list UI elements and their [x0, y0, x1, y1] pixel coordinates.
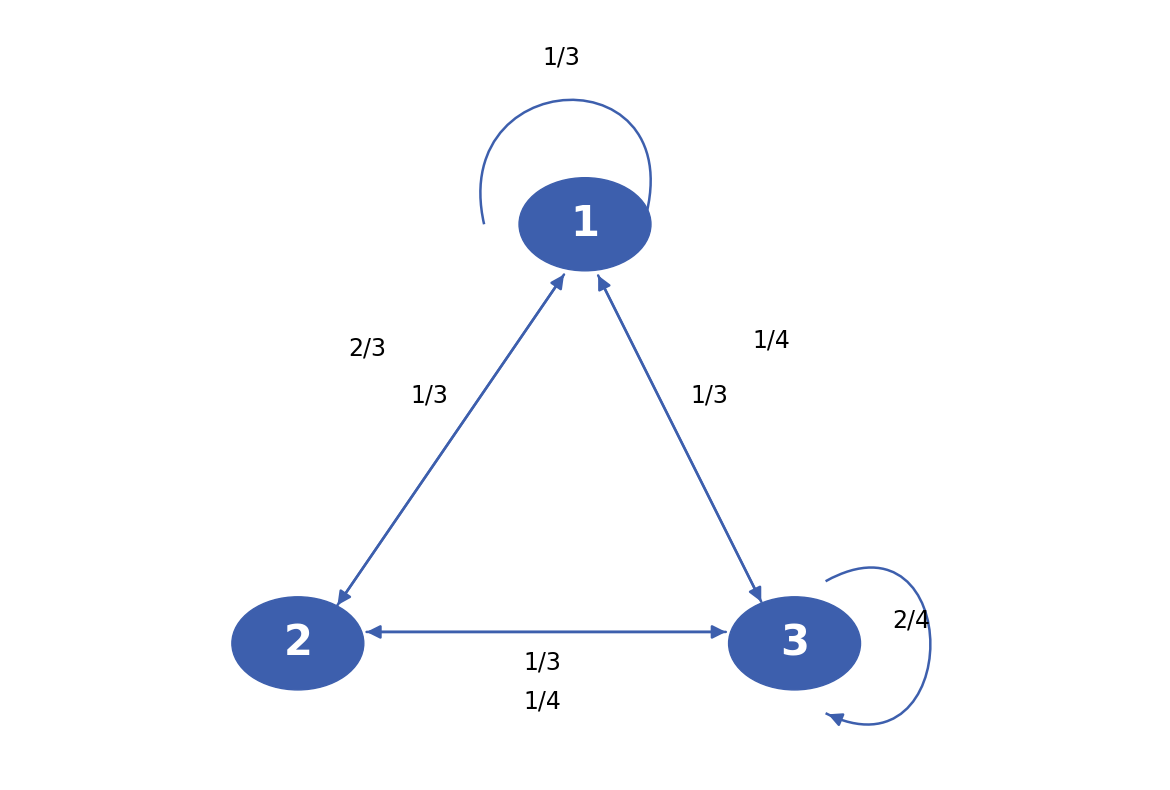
Text: 3: 3 [780, 623, 808, 664]
Text: 1/3: 1/3 [411, 383, 449, 407]
Ellipse shape [729, 596, 860, 690]
Text: 1: 1 [571, 203, 599, 245]
Text: 2/3: 2/3 [349, 337, 387, 360]
Text: 1/3: 1/3 [523, 651, 562, 675]
Text: 2: 2 [283, 623, 312, 664]
Text: 1/4: 1/4 [752, 329, 790, 352]
Ellipse shape [232, 596, 364, 690]
Text: 1/4: 1/4 [523, 690, 562, 713]
Ellipse shape [519, 178, 651, 271]
Text: 2/4: 2/4 [892, 608, 930, 632]
Text: 1/3: 1/3 [690, 383, 728, 407]
Text: 1/3: 1/3 [543, 45, 580, 70]
